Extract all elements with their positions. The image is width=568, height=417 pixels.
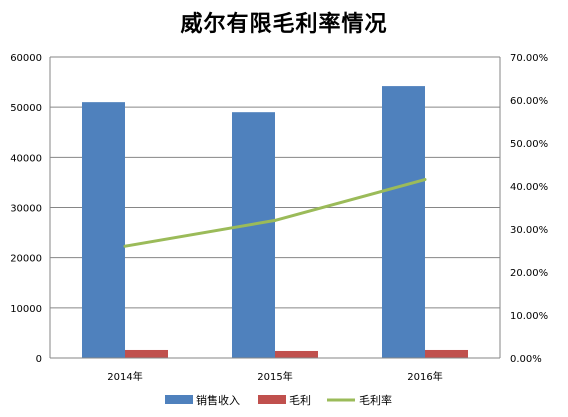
left-axis-tick-label: 10000 — [10, 304, 42, 315]
left-axis-ticks: 0 10000 20000 30000 40000 50000 60000 — [10, 53, 42, 365]
legend-item: 销售收入 — [165, 393, 240, 407]
bar-revenue — [382, 86, 425, 358]
x-axis-ticks: 2014年 2015年 2016年 — [107, 370, 442, 383]
bar-gross-profit — [275, 350, 318, 358]
legend-label: 毛利 — [289, 394, 311, 407]
bar-gross-profit — [125, 349, 168, 358]
x-axis-tick-label: 2016年 — [407, 370, 442, 383]
axes — [49, 57, 501, 359]
right-axis-tick-label: 70.00% — [510, 53, 548, 64]
right-axis-tick-label: 60.00% — [510, 96, 548, 107]
left-axis-tick-label: 30000 — [10, 204, 42, 215]
bars — [82, 86, 468, 359]
legend-swatch — [258, 395, 286, 404]
right-axis-tick-label: 30.00% — [510, 225, 548, 236]
left-axis-tick-label: 50000 — [10, 103, 42, 114]
right-axis-tick-label: 20.00% — [510, 268, 548, 279]
bar-gross-profit — [425, 349, 468, 358]
bar-revenue — [232, 112, 275, 358]
x-axis-tick-label: 2015年 — [257, 370, 292, 383]
line-series — [123, 178, 427, 248]
legend-label: 销售收入 — [196, 393, 240, 407]
x-axis-tick-label: 2014年 — [107, 370, 142, 383]
line-point — [273, 218, 277, 222]
right-axis-tick-label: 50.00% — [510, 139, 548, 150]
bar-revenue — [82, 102, 125, 359]
legend-label: 毛利率 — [359, 393, 392, 407]
legend-swatch — [165, 395, 193, 404]
left-axis-tick-label: 60000 — [10, 53, 42, 64]
left-axis-tick-label: 0 — [36, 354, 42, 365]
left-axis-tick-label: 20000 — [10, 254, 42, 265]
right-axis-tick-label: 10.00% — [510, 311, 548, 322]
line-point — [123, 244, 127, 248]
legend-item: 毛利率 — [327, 393, 392, 407]
chart-title: 威尔有限毛利率情况 — [180, 11, 388, 37]
left-axis-tick-label: 40000 — [10, 153, 42, 164]
right-axis-ticks: 0.00% 10.00% 20.00% 30.00% 40.00% 50.00% 60.00… — [510, 53, 548, 365]
right-axis-tick-label: 0.00% — [510, 354, 542, 365]
legend-item: 毛利 — [258, 394, 311, 407]
right-axis-tick-label: 40.00% — [510, 182, 548, 193]
legend: 销售收入 毛利 毛利率 — [165, 393, 392, 407]
line-point — [423, 178, 427, 182]
